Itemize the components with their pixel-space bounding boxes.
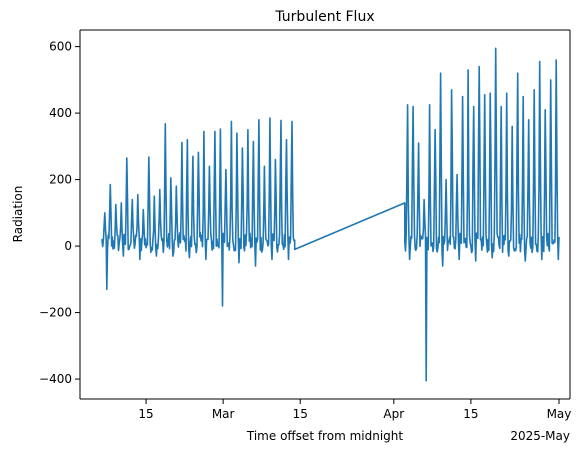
- chart-title: Turbulent Flux: [274, 9, 374, 25]
- y-tick-label: 200: [49, 173, 72, 187]
- x-axis-offset-label: 2025-May: [510, 429, 570, 443]
- x-tick-label: 15: [138, 407, 153, 421]
- x-tick-label: May: [547, 407, 572, 421]
- x-axis-ticks: 15 Mar 15 Apr 15 May: [138, 399, 571, 421]
- x-tick-label: 15: [463, 407, 478, 421]
- y-tick-label: 400: [49, 106, 72, 120]
- x-tick-label: Apr: [383, 407, 404, 421]
- y-axis-label: Radiation: [11, 186, 25, 243]
- series-line: [101, 47, 560, 382]
- y-tick-label: 0: [64, 239, 72, 253]
- y-tick-label: −400: [39, 372, 72, 386]
- series-layer: [101, 47, 560, 382]
- y-tick-label: −200: [39, 306, 72, 320]
- y-tick-label: 600: [49, 40, 72, 54]
- x-axis-label: Time offset from midnight: [246, 429, 403, 443]
- x-tick-label: 15: [293, 407, 308, 421]
- x-tick-label: Mar: [212, 407, 235, 421]
- axes-frame: [79, 29, 571, 400]
- y-axis-ticks: −400 −200 0 200 400 600: [39, 40, 80, 386]
